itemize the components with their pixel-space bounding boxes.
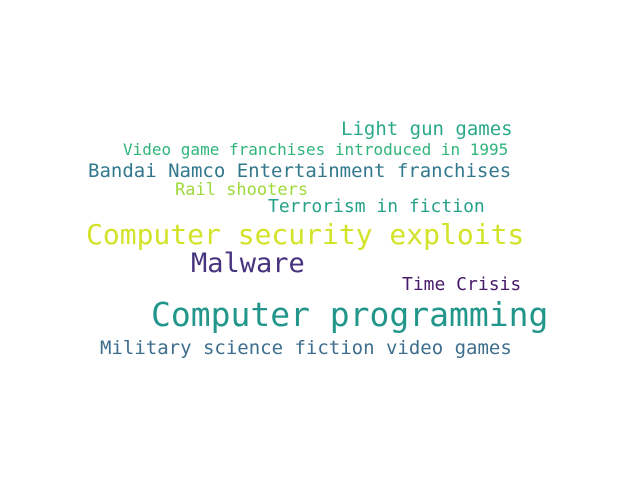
word-bandai-namco-franchises: Bandai Namco Entertainment franchises	[88, 160, 512, 182]
word-time-crisis: Time Crisis	[402, 274, 522, 295]
word-rail-shooters: Rail shooters	[175, 180, 309, 200]
word-computer-programming: Computer programming	[151, 295, 549, 334]
word-light-gun-games: Light gun games	[341, 118, 513, 140]
word-video-game-franchises-1995: Video game franchises introduced in 1995	[123, 140, 509, 159]
word-terrorism-in-fiction: Terrorism in fiction	[268, 196, 485, 217]
word-military-science-fiction-video-games: Military science fiction video games	[100, 337, 512, 359]
word-malware: Malware	[191, 248, 305, 279]
word-computer-security-exploits: Computer security exploits	[86, 218, 525, 251]
